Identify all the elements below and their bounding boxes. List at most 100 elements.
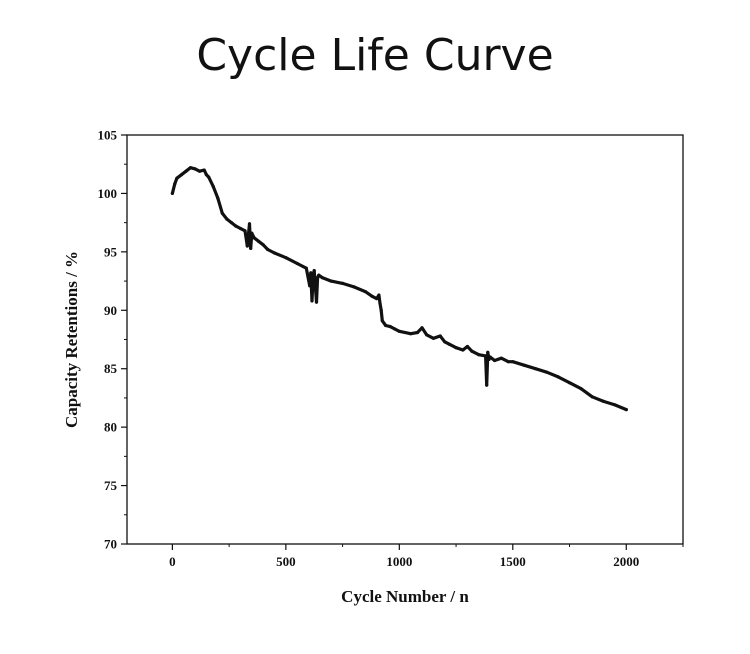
data-point [245,244,249,248]
data-point [179,173,184,177]
y-tick-label: 75 [104,478,118,493]
data-point [247,222,252,226]
data-point [461,348,465,352]
data-point [511,360,515,364]
x-tick-label: 2000 [613,554,639,569]
data-point [499,356,503,360]
data-point [312,269,316,273]
data-point [624,408,628,412]
data-point [484,354,488,358]
data-point [252,236,256,240]
data-point [485,383,489,387]
data-point [316,276,320,280]
x-tick-label: 1500 [500,554,526,569]
data-point [522,363,526,367]
data-point [304,266,308,270]
data-point [308,284,312,288]
data-point [207,175,211,179]
data-point [477,353,481,357]
data-point [341,281,345,285]
data-point [567,381,572,385]
y-tick-label: 85 [104,361,118,376]
data-point [409,332,413,336]
chart-title: Cycle Life Curve [196,30,554,81]
data-point [488,355,492,359]
y-axis-label: Capacity Retentions / % [62,251,81,428]
data-point [556,375,560,379]
data-point [238,226,243,231]
y-tick-label: 105 [98,128,118,143]
data-point [257,239,261,243]
series-line [170,166,628,412]
data-point [202,168,206,172]
data-point [309,271,313,275]
data-point [431,336,435,340]
data-point [533,367,538,371]
data-point [384,323,388,328]
data-point [295,261,299,266]
plot-area-frame [126,134,684,545]
data-point [415,330,420,335]
data-point [204,173,208,177]
data-point [317,273,321,277]
y-tick-label: 95 [104,244,118,259]
data-point [420,326,424,330]
data-point [506,360,510,364]
data-point [352,285,356,289]
data-point [379,308,383,312]
axis-ticks: 0 500 1000 1500 2000 70 75 80 85 90 95 100 105 [98,128,684,569]
data-point [249,246,253,250]
data-point [184,169,188,173]
data-point [613,403,617,407]
series-layer [170,166,628,412]
y-tick-label: 90 [104,303,117,318]
data-point [310,299,314,303]
data-point [425,333,429,337]
x-tick-label: 0 [169,554,176,569]
x-tick-label: 1000 [386,554,412,569]
data-point [487,357,491,361]
data-point [377,293,381,297]
data-point [579,387,583,391]
data-point [443,340,447,344]
data-point [320,276,324,280]
data-point [454,346,458,350]
data-point [602,399,606,403]
data-point [211,184,215,188]
data-point [370,294,374,298]
data-point [447,342,451,346]
data-point [234,224,238,228]
data-point [329,279,333,283]
data-point [266,247,270,252]
data-point [175,176,179,180]
data-point [261,243,265,247]
data-point [545,370,549,374]
data-point [397,329,401,333]
data-point [311,273,315,277]
data-point [378,301,382,305]
x-tick-label: 500 [276,554,296,569]
data-point [470,349,474,353]
data-point [225,217,229,221]
data-point [250,231,254,235]
data-point [193,167,197,171]
y-tick-label: 100 [98,186,118,201]
data-point [188,166,193,170]
data-point [216,196,220,200]
data-point [465,344,469,349]
data-point [393,327,397,331]
data-point [220,211,224,215]
x-axis-label: Cycle Number / n [341,587,469,606]
data-point [363,290,367,294]
data-point [493,358,497,363]
y-tick-label: 80 [104,420,117,435]
data-point [314,300,319,304]
data-point [590,395,594,399]
data-point [375,297,379,301]
data-point [284,256,288,260]
data-point [486,350,490,354]
data-point [198,169,202,173]
data-point [272,251,277,255]
data-point [229,221,233,225]
data-point [380,319,384,323]
